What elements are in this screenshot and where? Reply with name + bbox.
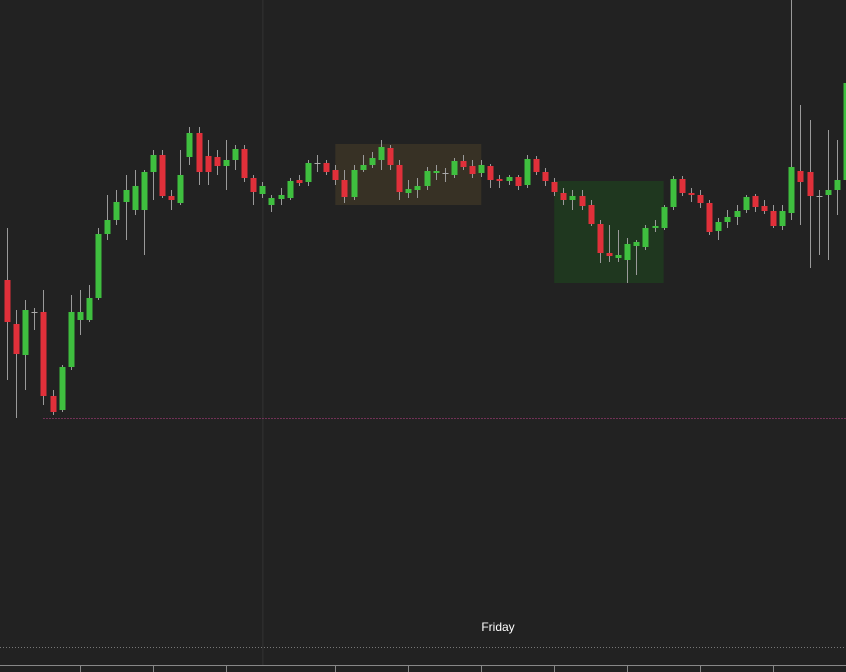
candle-body [487, 166, 494, 180]
candle-body [123, 190, 130, 202]
candle-body [13, 324, 20, 354]
candle-body [442, 173, 449, 174]
candle-body [22, 310, 29, 355]
candle-body [469, 166, 476, 174]
candle-body [697, 195, 704, 203]
candle-body [433, 171, 440, 173]
candle-body [414, 186, 421, 190]
candle-body [715, 222, 722, 231]
candle-body [825, 190, 832, 195]
candle-body [196, 133, 203, 172]
candles [4, 0, 846, 418]
candle-body [323, 163, 330, 172]
candle-body [314, 163, 321, 164]
candle-body [679, 179, 686, 193]
candle-body [788, 167, 795, 213]
day-label: Friday [481, 620, 514, 634]
candle-body [770, 211, 777, 226]
candle-body [77, 312, 84, 320]
candle-body [205, 156, 212, 172]
candle-body [706, 203, 713, 232]
candle-body [560, 193, 567, 200]
grid [43, 0, 846, 665]
candle-body [360, 165, 367, 170]
candle-body [597, 224, 604, 253]
candle-body [223, 160, 230, 166]
candle-body [843, 83, 846, 180]
candle-body [615, 255, 622, 258]
candle-body [351, 170, 358, 197]
candle-body [278, 195, 285, 199]
candle-body [670, 179, 677, 207]
x-axis [80, 665, 774, 672]
candle-body [141, 172, 148, 210]
candle-body [268, 198, 275, 205]
candle-body [633, 242, 640, 246]
candle-body [816, 196, 823, 197]
candle-body [724, 217, 731, 222]
candle-body [506, 177, 513, 181]
candle-body [4, 280, 11, 322]
candle-body [807, 172, 814, 196]
candle-body [551, 182, 558, 192]
candle-body [624, 244, 631, 260]
candle-body [378, 147, 385, 160]
candle-body [150, 155, 157, 172]
candle-body [515, 177, 522, 186]
candle-body [59, 367, 66, 410]
candle-body [296, 180, 303, 183]
candle-body [688, 193, 695, 195]
candle-body [287, 181, 294, 198]
candle-body [132, 186, 139, 210]
candle-body [168, 196, 175, 200]
candle-body [405, 189, 412, 193]
candle-body [834, 180, 841, 190]
candle-body [579, 196, 586, 206]
candle-body [31, 312, 38, 313]
candle-body [734, 211, 741, 217]
candle-body [496, 179, 503, 181]
candle-body [743, 197, 750, 210]
candle-body [424, 171, 431, 186]
candle-body [369, 158, 376, 165]
candle-body [652, 226, 659, 228]
candle-body [387, 148, 394, 165]
candle-body [305, 163, 312, 182]
candle-body [642, 228, 649, 247]
candle-body [214, 157, 221, 166]
candle-body [332, 170, 339, 180]
candle-body [460, 161, 467, 167]
candle-body [177, 175, 184, 203]
candle-body [606, 253, 613, 256]
candle-body [396, 165, 403, 192]
candle-body [40, 312, 47, 396]
candle-body [95, 234, 102, 298]
candle-body [661, 207, 668, 228]
candle-body [259, 186, 266, 194]
candle-body [113, 202, 120, 220]
candle-body [752, 196, 759, 207]
candle-body [761, 206, 768, 211]
candle-body [104, 220, 111, 234]
candle-body [50, 396, 57, 412]
candle-body [451, 161, 458, 175]
candle-body [159, 155, 166, 196]
candle-body [797, 171, 804, 182]
candle-body [241, 149, 248, 178]
candle-body [250, 178, 257, 192]
candle-body [232, 149, 239, 160]
candle-body [569, 196, 576, 200]
candle-body [524, 159, 531, 185]
candle-body [533, 159, 540, 172]
candle-body [588, 205, 595, 224]
candle-body [86, 298, 93, 320]
candle-body [478, 165, 485, 173]
candle-body [341, 180, 348, 197]
candle-body [68, 312, 75, 367]
candle-body [186, 133, 193, 157]
candle-body [542, 172, 549, 181]
candle-body [779, 211, 786, 226]
